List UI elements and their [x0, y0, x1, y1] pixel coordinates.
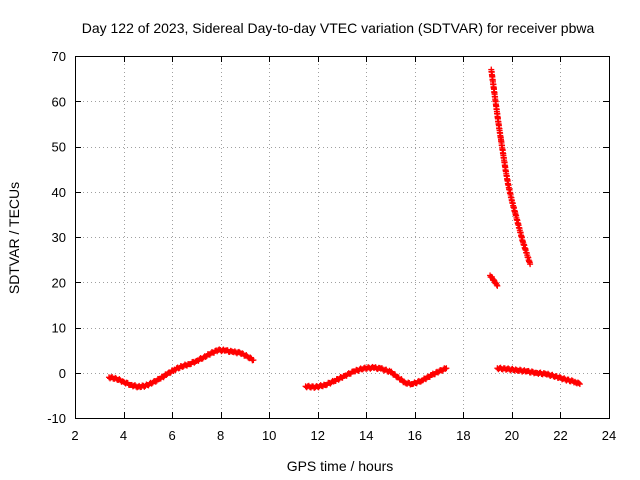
- x-tick-label: 4: [120, 428, 127, 443]
- y-tick-label: 0: [59, 366, 66, 381]
- y-tick-labels: -10 0 10 20 30 40 50 60 70: [47, 49, 66, 426]
- x-tick-label: 18: [456, 428, 470, 443]
- y-tick-label: 60: [52, 94, 66, 109]
- x-tick-labels: 2 4 6 8 10 12 14 16 18 20 22 24: [71, 428, 616, 443]
- data-point: [576, 381, 583, 388]
- y-tick-label: -10: [47, 411, 66, 426]
- x-tick-label: 6: [168, 428, 175, 443]
- chart-title: Day 122 of 2023, Sidereal Day-to-day VTE…: [82, 20, 595, 36]
- data-point: [494, 282, 501, 289]
- x-tick-label: 14: [359, 428, 373, 443]
- y-tick-label: 50: [52, 140, 66, 155]
- x-tick-label: 24: [602, 428, 616, 443]
- data-point: [575, 380, 582, 387]
- data-point: [443, 365, 450, 372]
- y-tick-label: 70: [52, 49, 66, 64]
- y-tick-label: 30: [52, 230, 66, 245]
- y-tick-label: 40: [52, 185, 66, 200]
- plot-frame: [75, 56, 610, 419]
- grid: [75, 56, 609, 418]
- y-tick-label: 10: [52, 321, 66, 336]
- data-points: [105, 66, 583, 391]
- x-tick-label: 16: [408, 428, 422, 443]
- x-tick-label: 20: [505, 428, 519, 443]
- data-point: [250, 357, 257, 364]
- x-axis-label: GPS time / hours: [287, 458, 394, 474]
- x-tick-label: 22: [553, 428, 567, 443]
- y-axis-label: SDTVAR / TECUs: [6, 182, 22, 294]
- x-tick-label: 10: [262, 428, 276, 443]
- data-point: [527, 261, 534, 268]
- x-tick-label: 12: [310, 428, 324, 443]
- x-tick-label: 2: [71, 428, 78, 443]
- x-tick-label: 8: [217, 428, 224, 443]
- y-tick-label: 20: [52, 275, 66, 290]
